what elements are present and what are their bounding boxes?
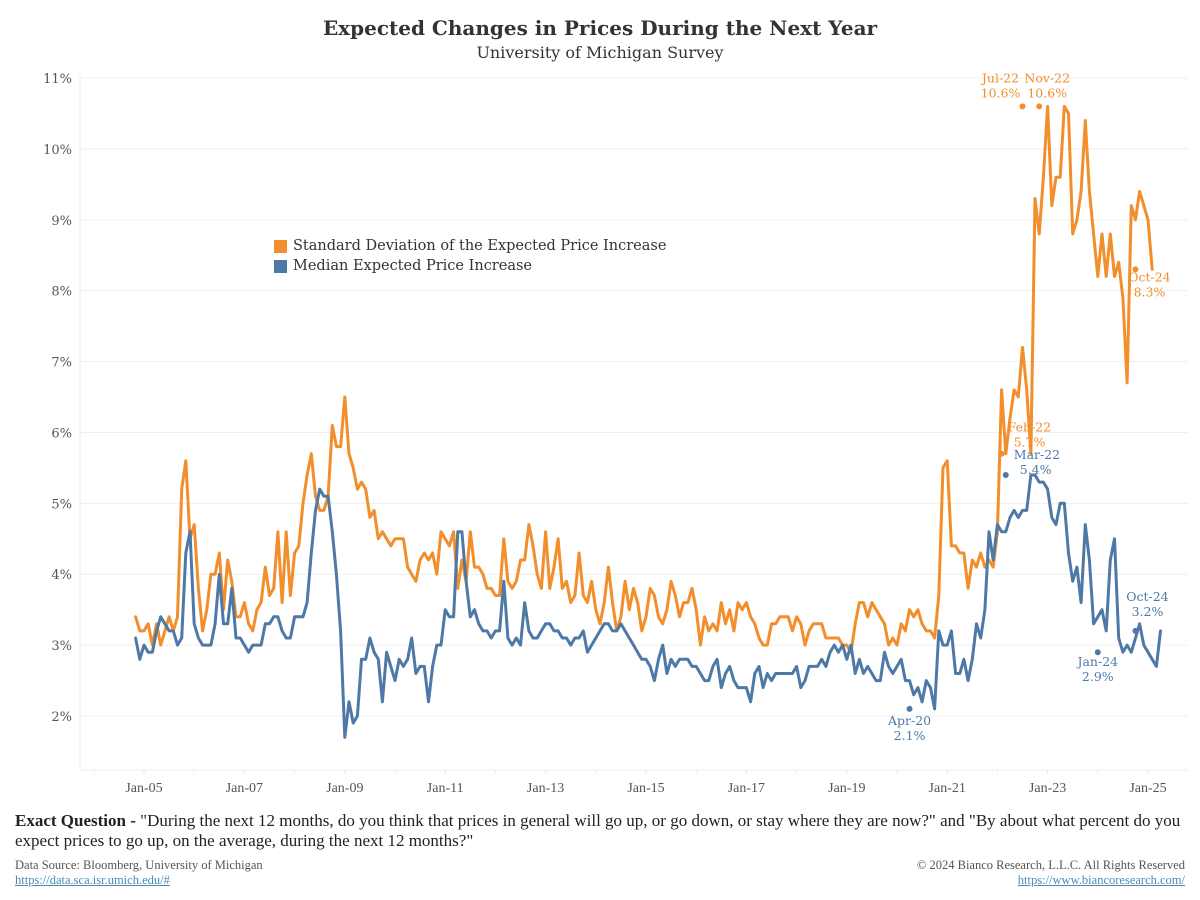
annotation-date-label: Feb-22 (1008, 420, 1052, 435)
y-tick-label: 3% (51, 639, 72, 654)
y-tick-label: 10% (43, 143, 72, 158)
annotation-marker (1002, 471, 1009, 478)
series-lines (134, 104, 1162, 739)
annotation-value-label: 5.4% (1020, 462, 1052, 477)
legend-swatch-orange (274, 239, 287, 253)
annotation-value-label: 2.1% (894, 728, 926, 743)
annotation-marker (1094, 649, 1101, 656)
legend: Standard Deviation of the Expected Price… (274, 236, 666, 276)
x-tick-label: Jan-07 (226, 781, 263, 796)
y-tick-label: 9% (51, 214, 72, 229)
copyright-text: © 2024 Bianco Research, L.L.C. All Right… (916, 858, 1185, 872)
annotation-value-label: 10.6% (981, 85, 1021, 100)
legend-swatch-blue (274, 259, 287, 273)
x-tick-label: Jan-09 (326, 781, 363, 796)
x-tick-label: Jan-19 (828, 781, 865, 796)
chart-title: Expected Changes in Prices During the Ne… (322, 16, 878, 40)
y-axis-ticks: 2% 3% 4% 5% 6% 7% 8% 9% 10% 11% (43, 72, 72, 725)
y-tick-label: 2% (51, 710, 72, 725)
exact-question: Exact Question - "During the next 12 mon… (15, 811, 1185, 851)
annotation-date-label: Nov-22 (1024, 70, 1070, 85)
x-tick-label: Jan-17 (728, 781, 765, 796)
annotation-marker (1132, 627, 1139, 634)
annotation-date-label: Jan-24 (1075, 654, 1118, 669)
y-tick-label: 11% (43, 72, 72, 87)
x-axis-ticks: Jan-05 Jan-07 Jan-09 Jan-11 Jan-13 Jan-15 Jan-… (93, 770, 1167, 796)
median-series-line (134, 473, 1162, 739)
annotation-value-label: 5.7% (1014, 435, 1046, 450)
y-tick-label: 5% (51, 497, 72, 512)
x-tick-label: Jan-25 (1129, 781, 1166, 796)
x-tick-label: Jan-05 (125, 781, 162, 796)
legend-item-median: Median Expected Price Increase (274, 256, 666, 276)
source-text: Data Source: Bloomberg, University of Mi… (15, 858, 263, 872)
x-tick-label: Jan-21 (929, 781, 966, 796)
annotations: Jul-2210.6%Nov-2210.6%Feb-225.7%Oct-248.… (887, 70, 1171, 743)
annotation-marker (1036, 103, 1043, 110)
chart-subtitle: University of Michigan Survey (476, 43, 724, 62)
legend-item-std-dev: Standard Deviation of the Expected Price… (274, 236, 666, 256)
y-tick-label: 8% (51, 285, 72, 300)
annotation-date-label: Oct-24 (1126, 589, 1168, 604)
question-label: Exact Question - (15, 811, 141, 830)
x-tick-label: Jan-23 (1029, 781, 1066, 796)
annotation-date-label: Jul-22 (980, 70, 1019, 85)
annotation-marker (1019, 103, 1026, 110)
annotation-marker (998, 450, 1005, 457)
y-tick-label: 7% (51, 356, 72, 371)
x-tick-label: Jan-13 (527, 781, 564, 796)
x-tick-label: Jan-15 (627, 781, 664, 796)
legend-label: Standard Deviation of the Expected Price… (293, 238, 667, 254)
legend-label: Median Expected Price Increase (293, 258, 532, 274)
company-link[interactable]: https://www.biancoresearch.com/ (1017, 873, 1185, 887)
y-tick-label: 4% (51, 568, 72, 583)
annotation-value-label: 8.3% (1134, 284, 1166, 299)
x-tick-label: Jan-11 (427, 781, 464, 796)
copyright-block: © 2024 Bianco Research, L.L.C. All Right… (917, 858, 1185, 888)
question-text: "During the next 12 months, do you think… (15, 811, 1181, 850)
annotation-value-label: 3.2% (1132, 604, 1164, 619)
gridlines (79, 75, 1188, 771)
annotation-value-label: 2.9% (1082, 669, 1114, 684)
line-chart: 2%3%4%5%6%7%8%9%10%11% Jan-05 Jan-07 Jan-0… (43, 70, 1188, 796)
data-source: Data Source: Bloomberg, University of Mi… (15, 858, 263, 888)
annotation-date-label: Oct-24 (1128, 269, 1170, 284)
annotation-date-label: Apr-20 (887, 713, 931, 728)
std-dev-series-line (134, 104, 1154, 654)
annotation-marker (906, 705, 913, 712)
annotation-value-label: 10.6% (1027, 85, 1067, 100)
source-link[interactable]: https://data.sca.isr.umich.edu/# (15, 873, 170, 887)
annotation-marker (1132, 266, 1139, 273)
y-tick-label: 6% (51, 426, 72, 441)
annotation-date-label: Mar-22 (1014, 447, 1060, 462)
